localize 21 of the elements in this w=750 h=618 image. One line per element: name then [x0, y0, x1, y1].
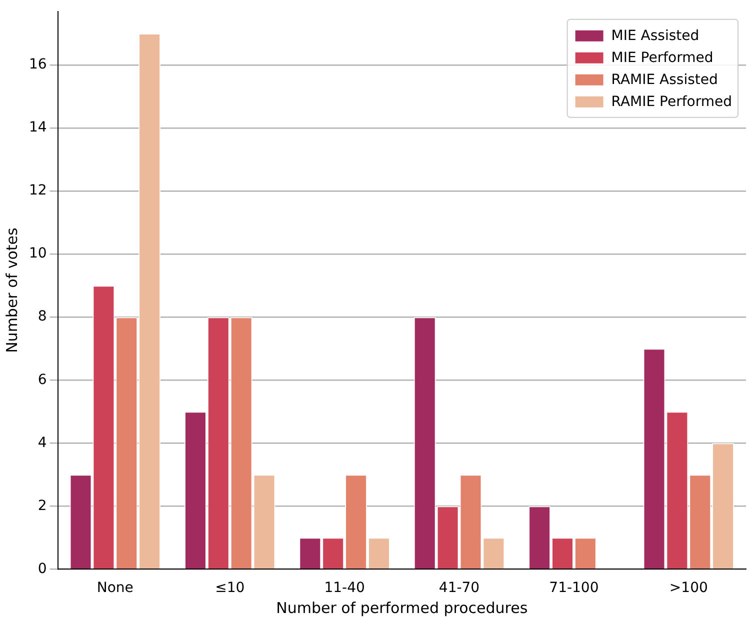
y-tick-label: 12: [28, 182, 47, 199]
x-tick-label: ≤10: [215, 580, 245, 596]
x-axis-title: Number of performed procedures: [276, 598, 528, 617]
legend-label: RAMIE Assisted: [611, 72, 718, 88]
legend-label: MIE Assisted: [611, 28, 700, 44]
x-tick-label: 41-70: [438, 580, 480, 596]
y-tick-label: 10: [28, 246, 47, 262]
x-tick-label: 11-40: [324, 580, 365, 596]
y-tick-label: 8: [38, 308, 47, 325]
x-tick-label: None: [96, 580, 134, 596]
y-tick-label: 6: [38, 372, 47, 388]
y-axis-title: Number of votes: [2, 228, 21, 353]
x-tick-label: >100: [669, 580, 708, 596]
y-tick-label: 16: [28, 56, 47, 73]
y-tick-label: 14: [28, 120, 47, 136]
y-tick-label: 2: [38, 498, 47, 514]
legend-label: MIE Performed: [611, 50, 714, 66]
x-tick-label: 71-100: [549, 580, 599, 596]
y-tick-label: 4: [38, 434, 47, 451]
y-tick-label: 0: [38, 560, 47, 577]
legend-label: RAMIE Performed: [611, 94, 732, 110]
